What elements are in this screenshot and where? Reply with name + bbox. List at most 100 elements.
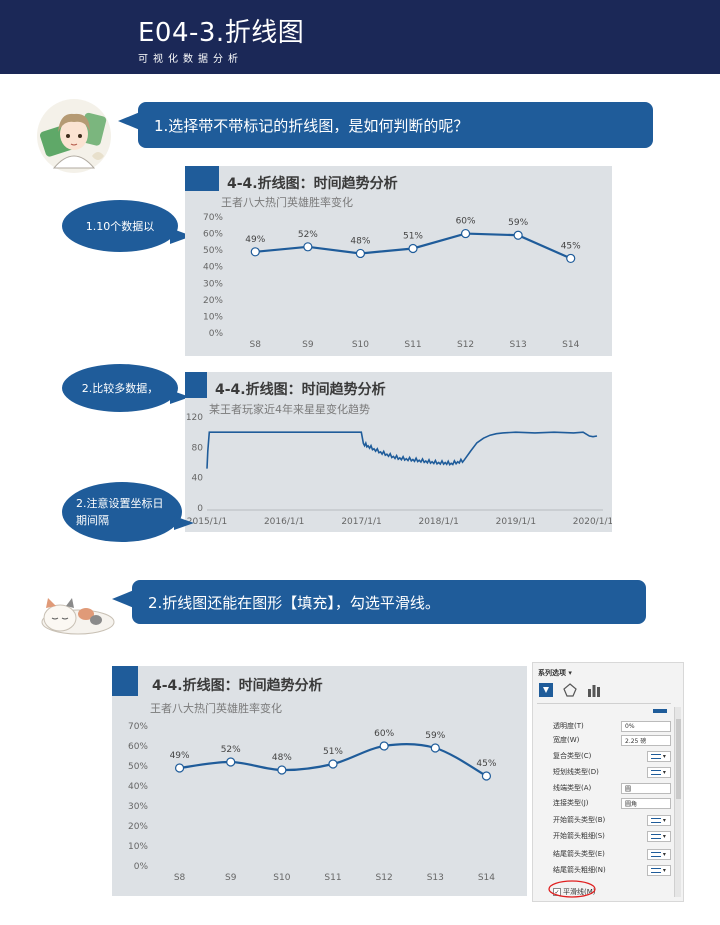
panel-row-control[interactable]: 2.25 磅 <box>621 734 671 746</box>
data-label: 52% <box>298 230 318 240</box>
panel-row: 开始箭头粗细(S) ▾ <box>553 829 671 843</box>
question-callout-2: 2.折线图还能在图形【填充】，勾选平滑线。 <box>112 580 646 624</box>
data-point <box>513 230 523 240</box>
panel-row-label: 开始箭头粗细(S) <box>553 832 605 840</box>
y-tick-label: 60% <box>128 742 148 752</box>
y-tick-label: 70% <box>128 722 148 732</box>
panel-row-control[interactable]: 0% <box>621 720 671 732</box>
chart-plot: 0% 10% 20% 30% 40% 50% 60% 70% S8 S9 S10 S11 S12 S13 S… <box>203 213 581 350</box>
chart-title: 4-4.折线图：时间趋势分析 <box>227 176 398 192</box>
x-tick-label: S10 <box>352 340 369 350</box>
page-subtitle: 可视化数据分析 <box>138 54 243 65</box>
smooth-line-label: 平滑线(M) <box>563 888 596 896</box>
x-tick-label: S8 <box>174 873 186 883</box>
x-tick-label: S9 <box>302 340 314 350</box>
panel-row-control[interactable]: ▾ <box>647 848 671 860</box>
panel-row-label: 透明度(T) <box>553 722 584 730</box>
data-label: 49% <box>245 235 265 245</box>
data-label: 51% <box>323 747 343 757</box>
data-point <box>328 759 338 769</box>
x-tick-label: S13 <box>427 873 444 883</box>
effects-icon[interactable] <box>562 683 578 697</box>
line-chart-markers: 4-4.折线图：时间趋势分析 王者八大热门英雄胜率变化 0% 10% 20% 30% 4… <box>185 166 612 356</box>
x-tick-label: 2020/1/1 <box>573 517 612 527</box>
header-banner: E04-3.折线图 可视化数据分析 <box>0 0 720 74</box>
question-callout-1: 1.选择带不带标记的折线图，是如何判断的呢？ <box>118 102 653 148</box>
fill-line-icon[interactable] <box>538 683 554 697</box>
data-label: 51% <box>403 231 423 241</box>
x-tick-label: S14 <box>478 873 495 883</box>
panel-row-control[interactable]: 圆 <box>621 782 671 794</box>
data-label: 52% <box>221 745 241 755</box>
chart-subtitle: 王者八大热门英雄胜率变化 <box>150 702 282 715</box>
x-tick-label: 2018/1/1 <box>418 517 458 527</box>
y-tick-label: 30% <box>128 802 148 812</box>
note-text-1: 1.10个数据以 <box>85 219 155 233</box>
chart-subtitle: 某王者玩家近4年来星星变化趋势 <box>209 403 370 416</box>
y-tick-label: 60% <box>203 230 223 240</box>
data-label: 45% <box>561 241 581 251</box>
panel-row-control[interactable]: ▾ <box>647 766 671 778</box>
x-tick-label: S11 <box>324 873 341 883</box>
panel-row-control[interactable]: ▾ <box>647 830 671 842</box>
y-tick-label: 120 <box>186 413 203 423</box>
data-point <box>566 253 576 264</box>
panel-row-control[interactable]: ▾ <box>647 750 671 762</box>
chart-subtitle: 王者八大热门英雄胜率变化 <box>221 196 353 209</box>
panel-row: 结尾箭头粗细(N) ▾ <box>553 863 671 877</box>
y-tick-label: 0 <box>197 504 203 514</box>
panel-row-label: 结尾箭头类型(E) <box>553 850 605 858</box>
data-label: 48% <box>272 753 292 763</box>
x-tick-label: S14 <box>562 340 579 350</box>
y-tick-label: 40% <box>128 782 148 792</box>
data-label: 60% <box>456 217 476 227</box>
x-tick-label: S8 <box>250 340 262 350</box>
panel-row-label: 连接类型(J) <box>553 799 589 807</box>
panel-row: 复合类型(C) ▾ <box>553 749 671 763</box>
panel-scrollbar[interactable] <box>674 707 681 897</box>
panel-row: 宽度(W) 2.25 磅 <box>553 733 671 747</box>
panel-title[interactable]: 系列选项 ▾ <box>538 669 572 677</box>
x-tick-label: S10 <box>273 873 290 883</box>
y-tick-label: 50% <box>203 246 223 256</box>
data-label: 49% <box>170 751 190 761</box>
y-tick-label: 20% <box>203 296 223 306</box>
panel-row: 透明度(T) 0% <box>553 719 671 733</box>
panel-row-control[interactable]: ▾ <box>647 864 671 876</box>
x-tick-label: 2016/1/1 <box>264 517 304 527</box>
data-point <box>430 743 440 753</box>
data-point <box>379 741 389 751</box>
y-tick-label: 0% <box>209 329 224 339</box>
y-tick-label: 40% <box>203 263 223 273</box>
data-label: 60% <box>374 729 394 739</box>
x-tick-label: 2017/1/1 <box>341 517 381 527</box>
data-point <box>174 763 185 773</box>
x-tick-label: S12 <box>457 340 474 350</box>
y-tick-label: 0% <box>134 862 149 872</box>
x-tick-label: S9 <box>225 873 237 883</box>
y-tick-label: 40 <box>192 474 204 484</box>
panel-row: 短划线类型(D) ▾ <box>553 765 671 779</box>
panel-row-control[interactable]: ▾ <box>647 814 671 826</box>
data-point <box>277 765 287 775</box>
chart-title: 4-4.折线图：时间趋势分析 <box>152 678 323 694</box>
data-point <box>250 247 260 257</box>
data-point <box>303 242 313 252</box>
panel-row-control[interactable]: 圆角 <box>621 797 671 809</box>
chart-plot: 0 40 80 120 2015/1/1 2016/1/1 2017/1/1 2018/1/1… <box>186 413 612 527</box>
data-point <box>355 248 366 259</box>
data-label: 59% <box>425 731 445 741</box>
panel-row: 线端类型(A) 圆 <box>553 781 671 795</box>
page-title: E04-3.折线图 <box>138 18 305 48</box>
data-point <box>226 757 236 767</box>
note-bubble-3: 2.注意设置坐标日期间隔 <box>62 482 194 542</box>
series-options-icon[interactable] <box>586 683 602 697</box>
panel-row-label: 宽度(W) <box>553 736 580 744</box>
character-avatar <box>37 99 111 173</box>
note-text-3: 2.注意设置坐标日期间隔 <box>76 497 164 527</box>
panel-row: 连接类型(J) 圆角 <box>553 796 671 810</box>
data-point <box>460 228 471 239</box>
line-chart-smooth: 4-4.折线图：时间趋势分析 王者八大热门英雄胜率变化 0% 10% 20% 30% 4… <box>112 666 527 896</box>
x-tick-label: 2015/1/1 <box>187 517 227 527</box>
x-tick-label: S13 <box>510 340 527 350</box>
